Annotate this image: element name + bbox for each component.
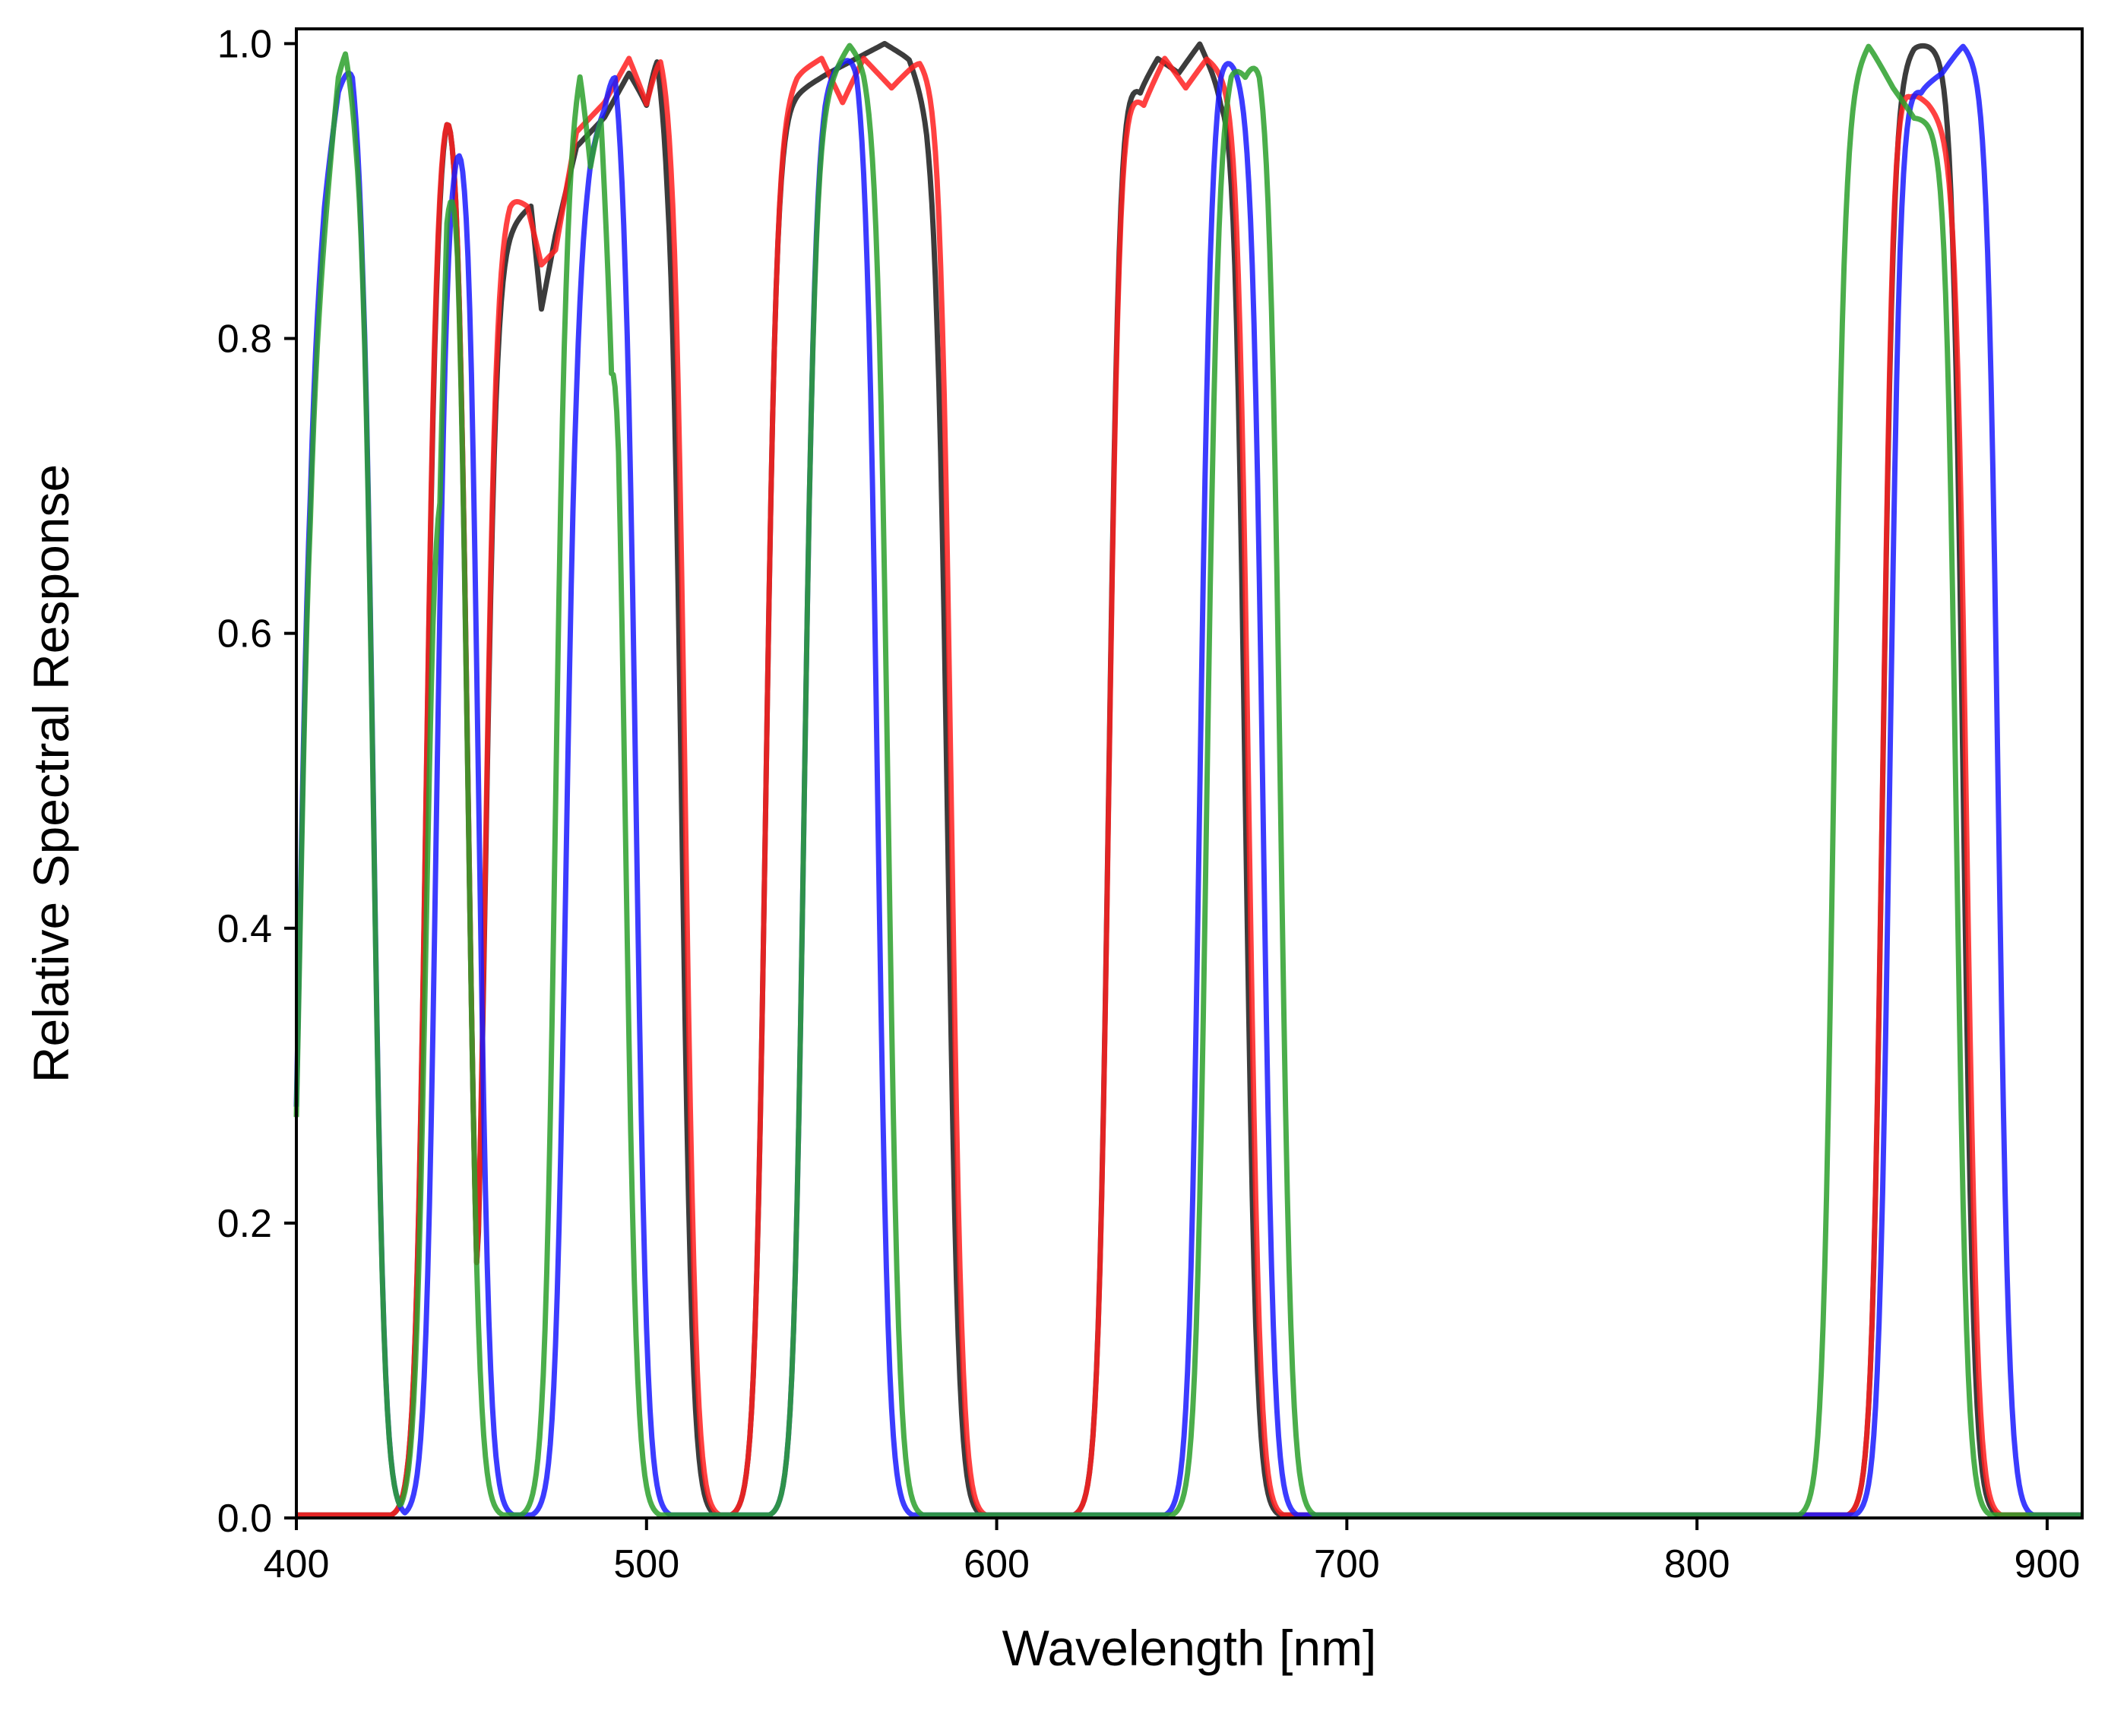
x-tick-label: 600 <box>964 1542 1030 1586</box>
x-tick-label: 800 <box>1664 1542 1730 1586</box>
plot-area <box>293 40 2084 1518</box>
axes-frame <box>295 27 2084 1519</box>
y-tick-label: 0.6 <box>217 612 272 656</box>
axis-ticks: 400 500 600 700 800 900 0.0 0.2 0.4 0.6 0.8 1.0 <box>217 22 2081 1586</box>
y-tick-label: 0.2 <box>217 1202 272 1246</box>
y-tick-label: 0.4 <box>217 907 272 951</box>
x-tick-label: 400 <box>264 1542 330 1586</box>
x-tick-label: 900 <box>2015 1542 2081 1586</box>
y-tick-label: 0.0 <box>217 1497 272 1541</box>
y-tick-label: 1.0 <box>217 22 272 66</box>
x-tick-label: 500 <box>613 1542 679 1586</box>
x-tick-label: 700 <box>1314 1542 1380 1586</box>
series-line-sensor-green <box>293 43 2084 1518</box>
y-tick-label: 0.8 <box>217 318 272 362</box>
y-axis-title: Relative Spectral Response <box>23 464 79 1083</box>
x-axis-title: Wavelength [nm] <box>1002 1620 1377 1676</box>
